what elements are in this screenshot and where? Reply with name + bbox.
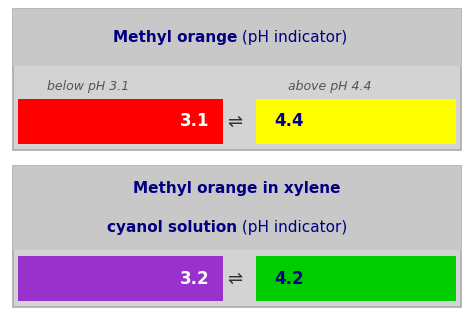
Text: (pH indicator): (pH indicator)	[237, 220, 347, 235]
FancyBboxPatch shape	[13, 166, 461, 307]
Text: ⇌: ⇌	[227, 112, 242, 131]
Text: Methyl orange in xylene: Methyl orange in xylene	[133, 181, 341, 196]
FancyBboxPatch shape	[18, 99, 223, 144]
FancyBboxPatch shape	[13, 9, 461, 66]
Text: Methyl orange: Methyl orange	[113, 30, 237, 45]
Text: above pH 4.4: above pH 4.4	[288, 80, 372, 93]
FancyBboxPatch shape	[255, 99, 456, 144]
FancyBboxPatch shape	[13, 166, 461, 250]
Text: above pH 4.2: above pH 4.2	[288, 265, 372, 278]
Text: 3.1: 3.1	[180, 112, 209, 131]
Text: ⇌: ⇌	[227, 270, 242, 288]
Text: 3.2: 3.2	[180, 270, 209, 288]
Text: 4.2: 4.2	[274, 270, 304, 288]
Text: below pH 3.1: below pH 3.1	[47, 80, 129, 93]
Text: cyanol solution: cyanol solution	[107, 220, 237, 235]
FancyBboxPatch shape	[18, 256, 223, 301]
Text: below pH 3.2: below pH 3.2	[47, 265, 129, 278]
Text: (pH indicator): (pH indicator)	[237, 30, 347, 45]
FancyBboxPatch shape	[13, 9, 461, 150]
FancyBboxPatch shape	[255, 256, 456, 301]
Text: 4.4: 4.4	[274, 112, 304, 131]
